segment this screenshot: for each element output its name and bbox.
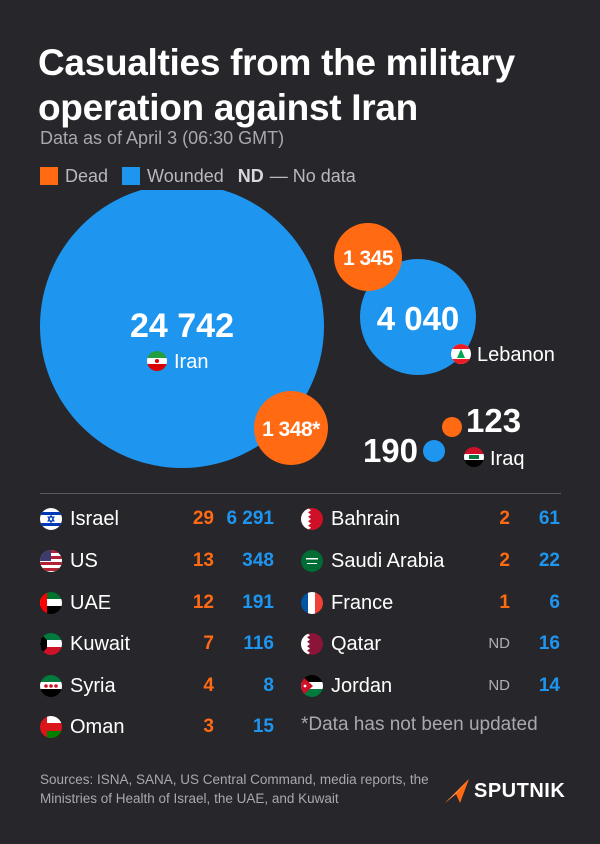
saudi-arabia-flag-icon xyxy=(301,550,323,572)
page-title: Casualties from the military operation a… xyxy=(38,42,515,128)
country-name: Qatar xyxy=(331,632,382,655)
france-flag-icon xyxy=(301,592,323,614)
country-name: Oman xyxy=(70,715,125,738)
table-row: Kuwait xyxy=(40,629,130,659)
legend-dead-label: Dead xyxy=(65,165,109,186)
table-row: France xyxy=(301,588,393,618)
brand: SPUTNIK xyxy=(444,778,565,804)
dead-value: 12 xyxy=(192,592,214,613)
iran-wounded-bubble xyxy=(40,190,324,468)
table-row: US xyxy=(40,546,98,576)
dead-value: 3 xyxy=(203,716,214,737)
sources: Sources: ISNA, SANA, US Central Command,… xyxy=(40,772,429,806)
iraq-wounded-bubble xyxy=(423,440,445,462)
lebanon-wounded-bubble xyxy=(360,259,476,375)
legend: Dead Wounded ND — No data xyxy=(40,164,370,188)
wounded-value: 348 xyxy=(242,550,274,571)
dead-value: 2 xyxy=(499,550,510,571)
lebanon-flag-icon xyxy=(451,344,471,364)
iraq-wounded-value: 190 xyxy=(363,432,418,469)
country-name: Bahrain xyxy=(331,507,400,530)
dead-value: 4 xyxy=(203,675,214,696)
legend-wounded-swatch xyxy=(122,167,141,185)
lebanon-label: Lebanon xyxy=(477,344,555,366)
table-row: UAE xyxy=(40,588,111,618)
divider xyxy=(40,493,561,494)
israel-flag-icon xyxy=(40,508,62,530)
country-name: Jordan xyxy=(331,674,393,697)
table-row: Israel xyxy=(40,504,119,534)
table-row: Syria xyxy=(40,671,116,701)
table-row: Oman xyxy=(40,712,124,742)
iran-dead-value: 1 348* xyxy=(262,418,321,441)
sputnik-logo-icon xyxy=(445,779,469,803)
dead-value: 7 xyxy=(203,633,214,654)
wounded-value: 8 xyxy=(263,675,274,696)
wounded-value: 191 xyxy=(242,592,274,613)
iran-label: Iran xyxy=(174,351,208,373)
iran-dead-bubble xyxy=(254,391,328,465)
subtitle: Data as of April 3 (06:30 GMT) xyxy=(40,128,285,148)
bahrain-flag-icon xyxy=(301,508,323,530)
country-name: Israel xyxy=(70,507,119,530)
legend-dead-swatch xyxy=(40,167,58,185)
legend-wounded-label: Wounded xyxy=(147,165,224,186)
country-name: Kuwait xyxy=(70,632,131,655)
legend-nd-desc: — No data xyxy=(269,165,356,186)
jordan-flag-icon xyxy=(301,675,323,697)
legend-nd-abbr: ND xyxy=(237,165,264,186)
wounded-value: 61 xyxy=(538,508,560,529)
qatar-flag-icon xyxy=(301,633,323,655)
dead-value: 2 xyxy=(499,508,510,529)
kuwait-flag-icon xyxy=(40,633,62,655)
dead-value: 1 xyxy=(499,592,510,613)
table-row: Saudi Arabia xyxy=(301,546,444,576)
wounded-value: 22 xyxy=(538,550,560,571)
lebanon-dead-bubble xyxy=(334,223,402,291)
dead-value: 29 xyxy=(192,508,214,529)
lebanon-wounded-value: 4 040 xyxy=(377,300,460,337)
iraq-label: Iraq xyxy=(490,448,524,470)
table-row: Qatar xyxy=(301,629,381,659)
country-name: UAE xyxy=(70,591,112,614)
wounded-value: 116 xyxy=(243,633,274,654)
legend-wounded: Wounded xyxy=(122,166,224,187)
lebanon-dead-value: 1 345 xyxy=(343,247,394,270)
country-name: Saudi Arabia xyxy=(331,549,445,572)
footnote: *Data has not been updated xyxy=(301,714,538,735)
legend-dead: Dead xyxy=(40,166,108,187)
dead-value: ND xyxy=(488,635,510,652)
legend-nd: ND — No data xyxy=(238,166,356,187)
us-flag-icon xyxy=(40,550,62,572)
oman-flag-icon xyxy=(40,716,62,738)
bubble-chart: 24 742 Iran 1 348* 4 040 1 345 Lebanon 1… xyxy=(40,190,555,470)
syria-flag-icon xyxy=(40,675,62,697)
iran-flag-icon xyxy=(147,351,167,371)
country-name: France xyxy=(331,591,394,614)
wounded-value: 16 xyxy=(538,633,560,654)
dead-value: ND xyxy=(488,677,510,694)
dead-value: 13 xyxy=(192,550,214,571)
country-name: Syria xyxy=(70,674,116,697)
iran-wounded-value: 24 742 xyxy=(130,307,234,345)
country-name: US xyxy=(70,549,98,572)
wounded-value: 14 xyxy=(538,675,560,696)
iraq-dead-bubble xyxy=(442,417,462,437)
wounded-value: 15 xyxy=(252,716,274,737)
iraq-flag-icon xyxy=(464,447,484,467)
wounded-value: 6 291 xyxy=(226,508,274,529)
iraq-dead-value: 123 xyxy=(466,402,521,439)
brand-name: SPUTNIK xyxy=(474,779,566,802)
table-row: Bahrain xyxy=(301,504,400,534)
table-row: Jordan xyxy=(301,671,392,701)
uae-flag-icon xyxy=(40,592,62,614)
wounded-value: 6 xyxy=(549,592,560,613)
